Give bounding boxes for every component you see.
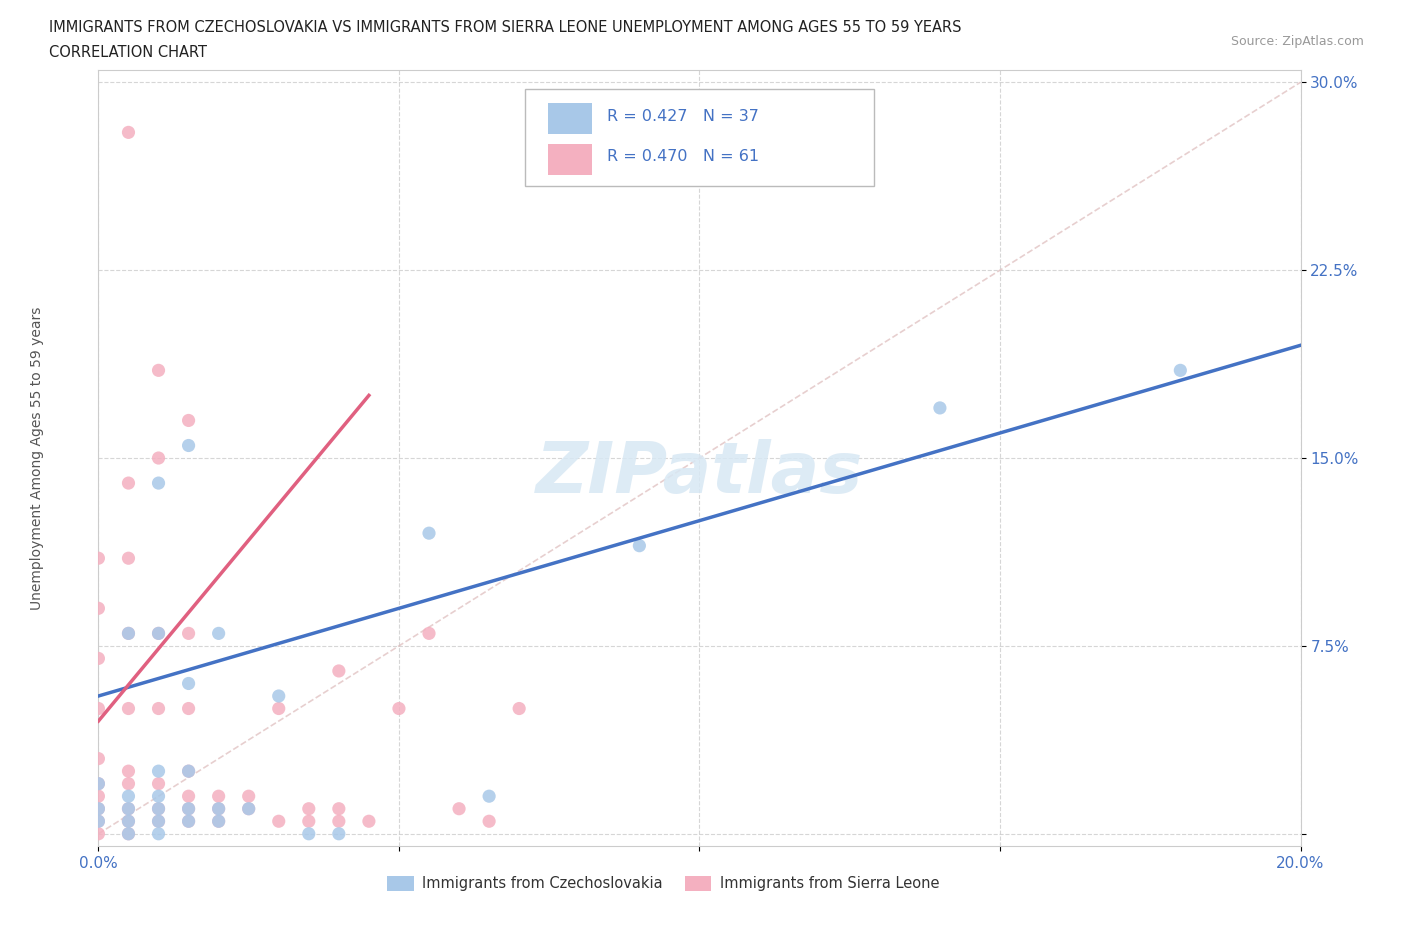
Point (238, 789, 260, 804)
Point (117, 814, 139, 829)
Point (117, 626, 139, 641)
Point (208, 626, 231, 641)
Point (177, 802, 200, 817)
Text: IMMIGRANTS FROM CZECHOSLOVAKIA VS IMMIGRANTS FROM SIERRA LEONE UNEMPLOYMENT AMON: IMMIGRANTS FROM CZECHOSLOVAKIA VS IMMIGR… (49, 20, 962, 35)
Point (87, 777, 110, 791)
Point (177, 626, 200, 641)
Point (148, 789, 170, 804)
Point (418, 626, 440, 641)
Point (267, 688, 290, 703)
Point (208, 802, 231, 817)
Point (208, 802, 231, 817)
Point (328, 663, 350, 678)
Point (148, 451, 170, 466)
Point (117, 827, 139, 842)
Point (177, 676, 200, 691)
Point (328, 802, 350, 817)
Point (478, 814, 501, 829)
Point (177, 701, 200, 716)
Text: Source: ZipAtlas.com: Source: ZipAtlas.com (1230, 35, 1364, 48)
Point (148, 814, 170, 829)
Point (117, 802, 139, 817)
Point (148, 802, 170, 817)
Point (117, 777, 139, 791)
Point (1170, 363, 1192, 378)
Y-axis label: Unemployment Among Ages 55 to 59 years: Unemployment Among Ages 55 to 59 years (31, 306, 45, 610)
Point (628, 538, 651, 553)
FancyBboxPatch shape (526, 89, 873, 186)
FancyBboxPatch shape (548, 144, 592, 176)
Point (117, 814, 139, 829)
Point (87, 789, 110, 804)
Point (87, 802, 110, 817)
Point (208, 789, 231, 804)
Point (357, 814, 380, 829)
Text: R = 0.427   N = 37: R = 0.427 N = 37 (607, 109, 759, 124)
Point (328, 827, 350, 842)
Point (148, 626, 170, 641)
Point (267, 814, 290, 829)
Point (117, 475, 139, 490)
Point (418, 525, 440, 540)
Point (298, 802, 321, 817)
Point (117, 626, 139, 641)
Point (87, 777, 110, 791)
Point (177, 814, 200, 829)
Point (117, 701, 139, 716)
Point (87, 701, 110, 716)
Point (117, 802, 139, 817)
Point (328, 814, 350, 829)
Point (87, 814, 110, 829)
Point (177, 764, 200, 778)
Point (177, 814, 200, 829)
Point (208, 814, 231, 829)
Point (117, 764, 139, 778)
Point (117, 551, 139, 565)
Point (177, 789, 200, 804)
Point (148, 777, 170, 791)
Point (87, 651, 110, 666)
Point (148, 626, 170, 641)
Point (447, 802, 470, 817)
Point (148, 701, 170, 716)
Point (929, 401, 952, 416)
Point (208, 814, 231, 829)
Point (87, 827, 110, 842)
Point (177, 802, 200, 817)
Point (87, 814, 110, 829)
Point (298, 814, 321, 829)
Point (148, 827, 170, 842)
Point (117, 789, 139, 804)
Point (87, 601, 110, 616)
Point (388, 701, 411, 716)
Point (87, 802, 110, 817)
Point (298, 827, 321, 842)
Point (148, 814, 170, 829)
Point (238, 802, 260, 817)
Point (148, 802, 170, 817)
Legend: Immigrants from Czechoslovakia, Immigrants from Sierra Leone: Immigrants from Czechoslovakia, Immigran… (381, 870, 945, 897)
Point (238, 802, 260, 817)
Point (87, 551, 110, 565)
Point (117, 827, 139, 842)
Point (508, 701, 530, 716)
Text: ZIPatlas: ZIPatlas (536, 439, 863, 508)
Point (478, 789, 501, 804)
Point (177, 764, 200, 778)
Point (177, 413, 200, 428)
Point (117, 125, 139, 140)
Text: CORRELATION CHART: CORRELATION CHART (49, 45, 207, 60)
Point (148, 363, 170, 378)
Point (87, 751, 110, 766)
Point (148, 475, 170, 490)
Point (148, 764, 170, 778)
FancyBboxPatch shape (548, 103, 592, 134)
Text: R = 0.470   N = 61: R = 0.470 N = 61 (607, 149, 759, 165)
Point (267, 701, 290, 716)
Point (177, 438, 200, 453)
